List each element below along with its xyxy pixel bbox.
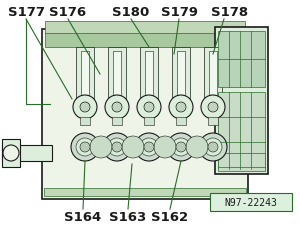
Circle shape xyxy=(3,145,19,161)
Circle shape xyxy=(201,96,225,119)
Bar xyxy=(108,48,126,100)
Bar xyxy=(204,48,222,100)
Text: S162: S162 xyxy=(152,211,189,224)
Circle shape xyxy=(199,133,227,161)
Circle shape xyxy=(112,142,122,152)
Circle shape xyxy=(176,142,186,152)
Bar xyxy=(218,32,265,88)
Circle shape xyxy=(186,136,208,158)
Circle shape xyxy=(137,96,161,119)
Bar xyxy=(215,28,268,174)
Circle shape xyxy=(80,103,90,113)
Circle shape xyxy=(108,138,126,156)
Text: S178: S178 xyxy=(212,5,249,18)
Text: N97-22243: N97-22243 xyxy=(225,197,278,207)
Circle shape xyxy=(105,96,129,119)
Bar xyxy=(44,188,246,196)
Bar xyxy=(140,48,158,100)
Bar xyxy=(209,52,217,96)
Circle shape xyxy=(169,96,193,119)
Bar xyxy=(218,153,265,171)
Circle shape xyxy=(144,142,154,152)
Circle shape xyxy=(208,142,218,152)
Bar xyxy=(45,22,245,34)
Circle shape xyxy=(122,136,144,158)
Bar xyxy=(112,118,122,126)
Circle shape xyxy=(204,138,222,156)
Circle shape xyxy=(154,136,176,158)
Circle shape xyxy=(73,96,97,119)
Bar xyxy=(176,118,186,126)
Bar xyxy=(42,30,248,199)
Bar xyxy=(145,52,153,96)
Bar xyxy=(144,118,154,126)
Text: S176: S176 xyxy=(50,5,87,18)
Circle shape xyxy=(80,142,90,152)
Circle shape xyxy=(208,103,218,113)
Circle shape xyxy=(167,133,195,161)
Text: S163: S163 xyxy=(110,211,147,224)
Text: S179: S179 xyxy=(160,5,197,18)
Bar xyxy=(2,139,20,167)
Circle shape xyxy=(90,136,112,158)
Bar xyxy=(2,145,52,161)
Bar xyxy=(208,118,218,126)
Bar xyxy=(172,48,190,100)
Circle shape xyxy=(176,103,186,113)
Circle shape xyxy=(103,133,131,161)
Bar xyxy=(45,33,245,48)
Text: S180: S180 xyxy=(112,5,150,18)
Bar xyxy=(81,52,89,96)
Bar xyxy=(76,48,94,100)
Circle shape xyxy=(135,133,163,161)
Circle shape xyxy=(71,133,99,161)
Circle shape xyxy=(172,138,190,156)
Circle shape xyxy=(140,138,158,156)
Text: S177: S177 xyxy=(8,5,44,18)
Bar xyxy=(218,93,265,169)
Bar xyxy=(177,52,185,96)
Circle shape xyxy=(112,103,122,113)
Bar xyxy=(80,118,90,126)
Circle shape xyxy=(144,103,154,113)
Bar xyxy=(210,193,292,211)
Circle shape xyxy=(76,138,94,156)
Text: S164: S164 xyxy=(64,211,102,224)
Bar xyxy=(113,52,121,96)
